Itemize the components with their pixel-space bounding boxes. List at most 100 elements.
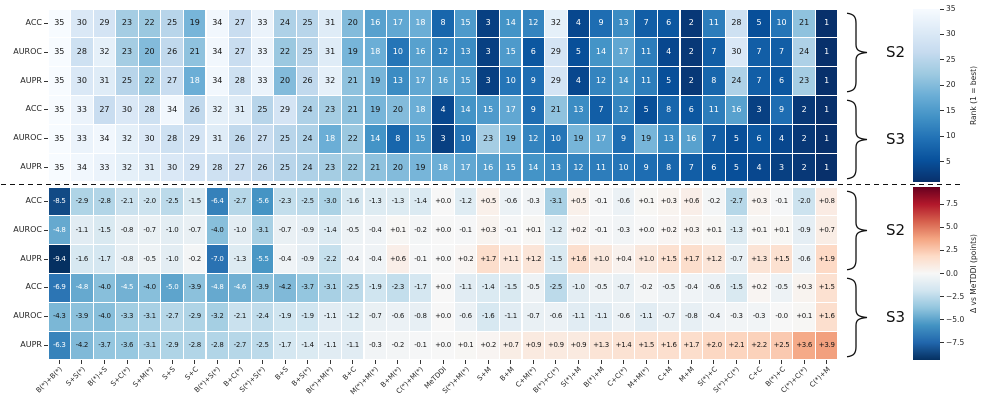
delta-cell: -1.1 — [499, 302, 522, 331]
delta-cell: +0.0 — [432, 216, 454, 245]
delta-cell: -0.5 — [770, 274, 793, 302]
rank-cell: 34 — [161, 96, 183, 124]
delta-cell: -1.2 — [454, 187, 477, 216]
colorbar-tick — [940, 249, 944, 251]
delta-cell: -3.7 — [93, 331, 116, 360]
delta-cell: -1.1 — [635, 302, 657, 331]
rank-cell: 32 — [319, 67, 341, 95]
delta-cell: +1.4 — [612, 331, 635, 360]
group-brace — [843, 190, 869, 271]
delta-cell: +1.7 — [680, 331, 703, 360]
row-label-aupr: AUPR — [20, 340, 42, 350]
delta-cell: -0.5 — [341, 216, 364, 245]
row-label-acc: ACC — [25, 195, 42, 205]
delta-cell: -1.3 — [229, 245, 251, 273]
delta-cell: +0.5 — [477, 187, 499, 216]
rank-cell: 15 — [499, 38, 522, 67]
rank-cell: 27 — [229, 38, 251, 67]
rank-cell: 22 — [341, 153, 364, 182]
x-tick — [442, 360, 444, 364]
delta-cell: +1.7 — [680, 245, 703, 273]
rank-cell: 30 — [71, 9, 93, 38]
rank-cell: 6 — [657, 9, 680, 38]
delta-cell: +2.0 — [703, 331, 725, 360]
delta-cell: -1.0 — [567, 274, 590, 302]
rank-cell: 24 — [793, 38, 815, 67]
delta-cell: -0.2 — [635, 274, 657, 302]
x-tick — [532, 360, 534, 364]
delta-cell: -3.1 — [319, 274, 341, 302]
delta-cell: -0.0 — [770, 302, 793, 331]
x-tick — [329, 360, 331, 364]
delta-cell: -0.6 — [499, 187, 522, 216]
delta-cell: -6.9 — [48, 274, 71, 302]
delta-cell: -0.4 — [364, 245, 387, 273]
rank-cell: 13 — [567, 96, 590, 124]
rank-cell: 18 — [409, 96, 432, 124]
delta-cell: -4.3 — [48, 302, 71, 331]
delta-cell: +0.0 — [635, 216, 657, 245]
rank-cell: 13 — [387, 67, 409, 95]
rank-cell: 20 — [138, 38, 161, 67]
delta-cell: -0.1 — [590, 216, 612, 245]
rank-cell: 16 — [409, 38, 432, 67]
rank-cell: 29 — [545, 67, 567, 95]
delta-cell: +1.7 — [477, 245, 499, 273]
delta-cell: -1.3 — [387, 187, 409, 216]
delta-cell: +0.0 — [432, 187, 454, 216]
rank-cell: 8 — [703, 67, 725, 95]
delta-cell: -0.6 — [612, 302, 635, 331]
row-label-acc: ACC — [25, 104, 42, 114]
group-brace — [843, 277, 869, 358]
colorbar-gradient — [913, 187, 940, 360]
delta-cell: +0.0 — [432, 302, 454, 331]
delta-cell: -6.3 — [48, 331, 71, 360]
delta-cell: +1.1 — [499, 245, 522, 273]
rank-cell: 19 — [364, 67, 387, 95]
x-tick — [623, 360, 625, 364]
colorbar-tick — [940, 84, 944, 86]
rank-cell: 20 — [341, 9, 364, 38]
delta-cell: -1.1 — [567, 302, 590, 331]
rank-cell: 23 — [477, 124, 499, 153]
colorbar-tick-label: 7.5 — [946, 199, 958, 209]
rank-cell: 28 — [138, 96, 161, 124]
rank-cell: 4 — [770, 124, 793, 153]
delta-cell: +1.0 — [635, 245, 657, 273]
colorbar-tick-label: −7.5 — [946, 337, 965, 347]
rank-cell: 27 — [161, 67, 183, 95]
delta-cell: -1.4 — [477, 274, 499, 302]
rank-cell: 13 — [657, 124, 680, 153]
colorbar-tick-label: 15 — [946, 105, 956, 115]
group-label-s2-delta: S2 — [886, 220, 906, 239]
rank-cell: 29 — [93, 9, 116, 38]
rank-cell: 7 — [703, 38, 725, 67]
delta-cell: +0.3 — [680, 216, 703, 245]
delta-cell: -2.5 — [296, 187, 319, 216]
rank-cell: 5 — [657, 67, 680, 95]
delta-cell: -0.4 — [341, 245, 364, 273]
delta-cell: -1.2 — [545, 216, 567, 245]
delta-cell: -0.6 — [793, 245, 815, 273]
delta-cell: -0.9 — [296, 245, 319, 273]
rank-cell: 3 — [477, 38, 499, 67]
delta-cell: -0.4 — [680, 274, 703, 302]
rank-cell: 24 — [274, 9, 296, 38]
delta-cell: -2.5 — [545, 274, 567, 302]
rank-cell: 13 — [612, 9, 635, 38]
rank-cell: 34 — [71, 153, 93, 182]
delta-cell: +2.5 — [770, 331, 793, 360]
delta-cell: -2.2 — [319, 245, 341, 273]
rank-cell: 18 — [364, 38, 387, 67]
delta-cell: -1.4 — [319, 216, 341, 245]
rank-cell: 15 — [477, 96, 499, 124]
rank-cell: 18 — [432, 153, 454, 182]
delta-cell: -0.3 — [748, 302, 770, 331]
rank-cell: 1 — [815, 96, 838, 124]
delta-cell: +3.9 — [815, 331, 838, 360]
rank-cell: 14 — [364, 124, 387, 153]
delta-cell: -1.1 — [71, 216, 93, 245]
colorbar-tick-label: 20 — [946, 80, 956, 90]
delta-cell: +1.6 — [815, 302, 838, 331]
x-tick — [487, 360, 489, 364]
